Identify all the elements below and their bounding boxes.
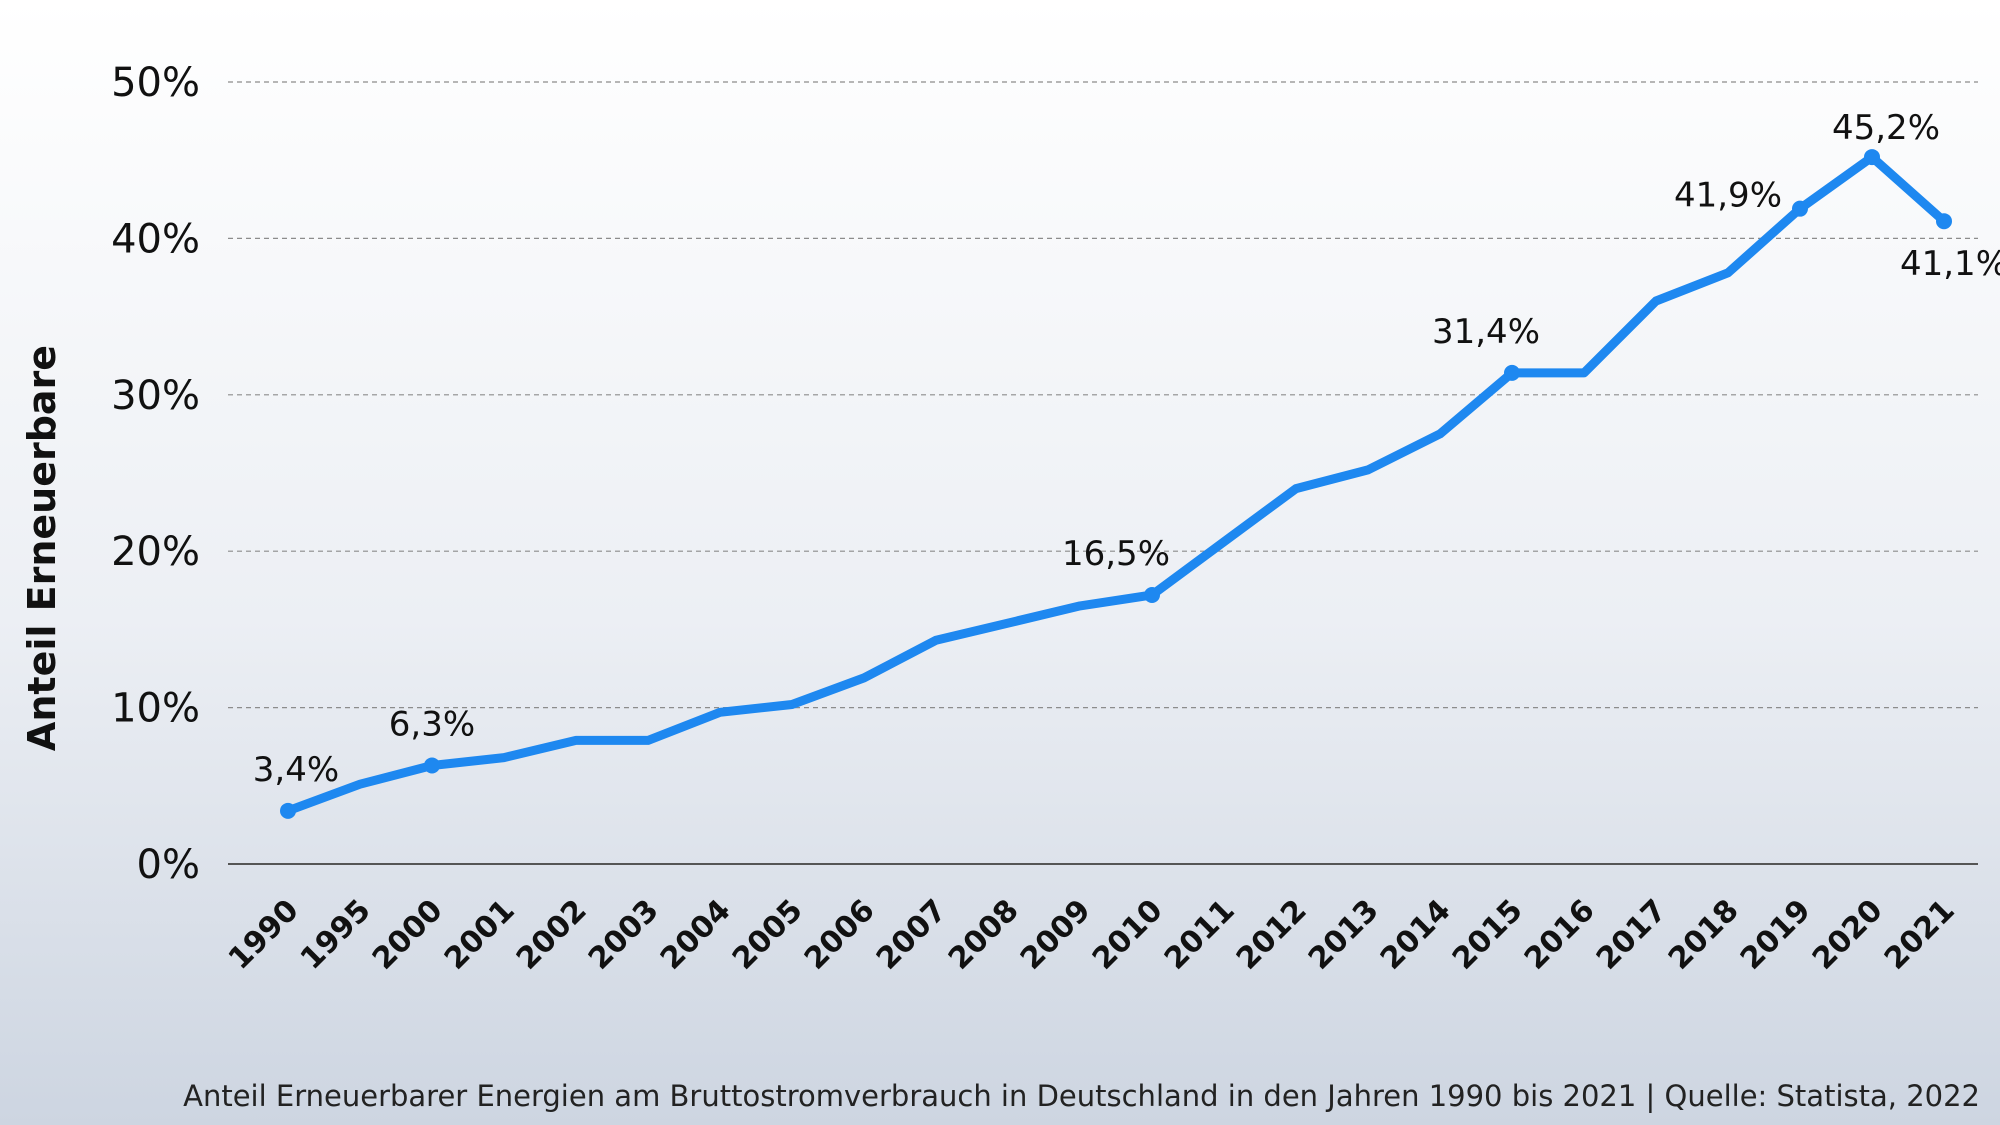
x-tick-label: 2021 [1878, 893, 1962, 977]
x-tick-label: 1990 [222, 893, 306, 977]
y-tick-label: 40% [111, 216, 200, 262]
x-tick-label: 2004 [654, 893, 738, 977]
y-tick-label: 20% [111, 529, 200, 575]
y-tick-label: 0% [137, 842, 200, 888]
data-label: 45,2% [1832, 108, 1940, 148]
x-tick-label: 2005 [726, 893, 810, 977]
data-point [1792, 200, 1808, 217]
data-point [1864, 149, 1880, 166]
y-tick-label: 10% [111, 686, 200, 732]
x-tick-label: 2002 [510, 893, 594, 977]
x-tick-label: 2012 [1230, 893, 1314, 977]
y-tick-label: 30% [111, 373, 200, 419]
data-point [1504, 364, 1520, 381]
x-tick-label: 2003 [582, 893, 666, 977]
data-label: 41,1% [1900, 244, 2000, 284]
data-point [1144, 586, 1160, 603]
x-tick-label: 2013 [1302, 893, 1386, 977]
y-axis-ticks: 0% 10% 20% 30% 40% 50% [111, 60, 200, 888]
x-axis-ticks: 1990199520002001200220032004200520062007… [222, 893, 1962, 977]
x-tick-label: 2009 [1014, 893, 1098, 977]
x-tick-label: 2001 [438, 893, 522, 977]
x-tick-label: 2017 [1590, 893, 1674, 977]
series-layer [283, 152, 1949, 816]
x-tick-label: 2006 [798, 893, 882, 977]
data-label: 31,4% [1432, 312, 1540, 352]
data-label: 16,5% [1062, 534, 1170, 574]
x-tick-label: 2007 [870, 893, 954, 977]
y-axis-label: Anteil Erneuerbare [20, 345, 64, 751]
x-tick-label: 2010 [1086, 893, 1170, 977]
x-tick-label: 1995 [294, 893, 378, 977]
data-point [280, 802, 296, 819]
data-label: 41,9% [1674, 176, 1782, 216]
x-tick-label: 2008 [942, 893, 1026, 977]
x-tick-label: 2000 [366, 893, 450, 977]
x-tick-label: 2016 [1518, 893, 1602, 977]
x-tick-label: 2019 [1734, 893, 1818, 977]
data-labels: 3,4% 6,3% 16,5% 31,4% 41,9% 45,2% 41,1% [253, 108, 2000, 790]
series-line [283, 152, 1949, 816]
x-tick-label: 2014 [1374, 893, 1458, 977]
x-tick-label: 2018 [1662, 893, 1746, 977]
data-point [424, 757, 440, 774]
data-points [280, 149, 1952, 819]
data-label: 6,3% [389, 704, 475, 744]
chart-caption: Anteil Erneuerbarer Energien am Bruttost… [183, 1079, 1980, 1113]
x-tick-label: 2011 [1158, 893, 1242, 977]
x-tick-label: 2020 [1806, 893, 1890, 977]
x-tick-label: 2015 [1446, 893, 1530, 977]
data-label: 3,4% [253, 750, 339, 790]
data-point [1936, 213, 1952, 230]
grid-lines [228, 81, 1978, 865]
y-tick-label: 50% [111, 60, 200, 106]
